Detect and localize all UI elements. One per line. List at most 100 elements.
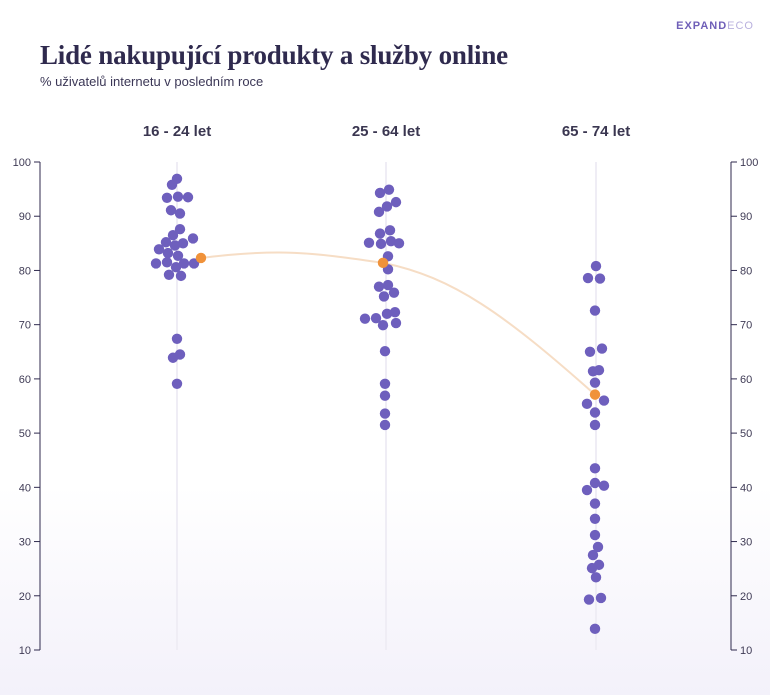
axes: 10 10 20 20 30 30 40 40 50 50 60 60 70 70 80 80 90 90 100 1… bbox=[13, 157, 759, 657]
data-point bbox=[589, 305, 601, 316]
data-point bbox=[359, 313, 371, 324]
data-point bbox=[166, 179, 178, 190]
data-point bbox=[594, 273, 606, 284]
left-tick-label: 10 bbox=[19, 645, 31, 657]
data-point bbox=[374, 228, 386, 239]
data-point bbox=[171, 333, 183, 344]
data-point bbox=[388, 287, 400, 298]
data-point bbox=[172, 191, 184, 202]
left-tick-label: 90 bbox=[19, 211, 31, 223]
left-tick-label: 40 bbox=[19, 482, 31, 494]
left-tick-label: 70 bbox=[19, 320, 31, 332]
data-point bbox=[383, 184, 395, 195]
data-point bbox=[177, 238, 189, 249]
right-tick-label: 30 bbox=[740, 537, 752, 549]
data-point bbox=[379, 419, 391, 431]
data-point bbox=[595, 592, 607, 604]
data-point bbox=[377, 320, 389, 331]
data-point bbox=[390, 196, 402, 208]
data-point bbox=[584, 346, 596, 357]
data-point bbox=[163, 269, 175, 280]
data-point bbox=[583, 594, 595, 605]
data-point bbox=[589, 529, 601, 541]
brand-logo-part1: EXPAND bbox=[676, 20, 728, 32]
data-point bbox=[587, 549, 599, 561]
data-point bbox=[153, 244, 165, 255]
data-point bbox=[161, 257, 173, 268]
data-point bbox=[161, 192, 173, 203]
right-tick-label: 60 bbox=[740, 374, 752, 386]
data-point bbox=[586, 562, 598, 574]
category-label: 65 - 74 let bbox=[562, 123, 630, 140]
data-point bbox=[589, 377, 601, 388]
data-point bbox=[160, 237, 172, 248]
data-point bbox=[363, 237, 375, 248]
category-label: 16 - 24 let bbox=[143, 123, 211, 140]
data-point bbox=[373, 206, 385, 218]
brand-logo-part2: ECO bbox=[727, 20, 754, 32]
data-point bbox=[150, 258, 162, 269]
data-point bbox=[370, 312, 382, 324]
data-point bbox=[598, 395, 610, 406]
data-point bbox=[589, 419, 601, 431]
data-point bbox=[165, 205, 177, 216]
data-point bbox=[581, 398, 593, 410]
right-tick-label: 80 bbox=[740, 265, 752, 277]
right-tick-label: 90 bbox=[740, 211, 752, 223]
data-point bbox=[590, 572, 602, 583]
data-point bbox=[171, 378, 183, 389]
data-point bbox=[379, 346, 391, 357]
data-point bbox=[375, 238, 387, 250]
data-point bbox=[384, 225, 396, 236]
data-point bbox=[589, 477, 601, 489]
data-point bbox=[172, 250, 184, 262]
data-point bbox=[593, 365, 605, 376]
category-label: 25 - 64 let bbox=[352, 123, 420, 140]
data-point bbox=[581, 484, 593, 496]
left-tick-label: 80 bbox=[19, 265, 31, 277]
data-point bbox=[596, 343, 608, 354]
data-point bbox=[385, 235, 397, 247]
data-point bbox=[389, 306, 401, 318]
chart-title: Lidé nakupující produkty a služby online bbox=[40, 40, 508, 70]
data-point bbox=[592, 541, 604, 553]
data-point bbox=[589, 623, 601, 635]
right-tick-label: 50 bbox=[740, 428, 752, 440]
data-point bbox=[162, 247, 174, 259]
data-point bbox=[374, 187, 386, 199]
data-point bbox=[590, 260, 602, 272]
right-tick-label: 40 bbox=[740, 482, 752, 494]
data-point bbox=[390, 317, 402, 329]
data-point bbox=[589, 407, 601, 418]
left-tick-label: 60 bbox=[19, 374, 31, 386]
data-point bbox=[382, 279, 394, 291]
right-tick-label: 100 bbox=[740, 157, 758, 169]
left-tick-label: 20 bbox=[19, 591, 31, 603]
data-point bbox=[174, 208, 186, 219]
chart-subtitle: % uživatelů internetu v posledním roce bbox=[40, 74, 264, 89]
data-point bbox=[598, 480, 610, 491]
data-point bbox=[182, 192, 194, 203]
category-labels: 16 - 24 let 25 - 64 let 65 - 74 let bbox=[143, 123, 630, 140]
right-tick-label: 10 bbox=[740, 645, 752, 657]
right-tick-label: 70 bbox=[740, 320, 752, 332]
data-point bbox=[187, 233, 199, 244]
data-point bbox=[373, 281, 385, 292]
right-tick-label: 20 bbox=[740, 591, 752, 603]
data-point bbox=[379, 390, 391, 401]
data-point bbox=[178, 258, 190, 269]
data-point bbox=[381, 308, 393, 320]
data-point bbox=[589, 498, 601, 509]
left-tick-label: 50 bbox=[19, 428, 31, 440]
data-point bbox=[589, 463, 601, 474]
data-point bbox=[379, 378, 391, 389]
data-point bbox=[378, 291, 390, 302]
data-point bbox=[589, 513, 601, 524]
data-points bbox=[150, 173, 610, 635]
data-point bbox=[379, 408, 391, 419]
data-point bbox=[167, 352, 179, 363]
left-tick-label: 30 bbox=[19, 537, 31, 549]
highlight-point bbox=[195, 252, 207, 264]
data-point bbox=[582, 272, 594, 284]
